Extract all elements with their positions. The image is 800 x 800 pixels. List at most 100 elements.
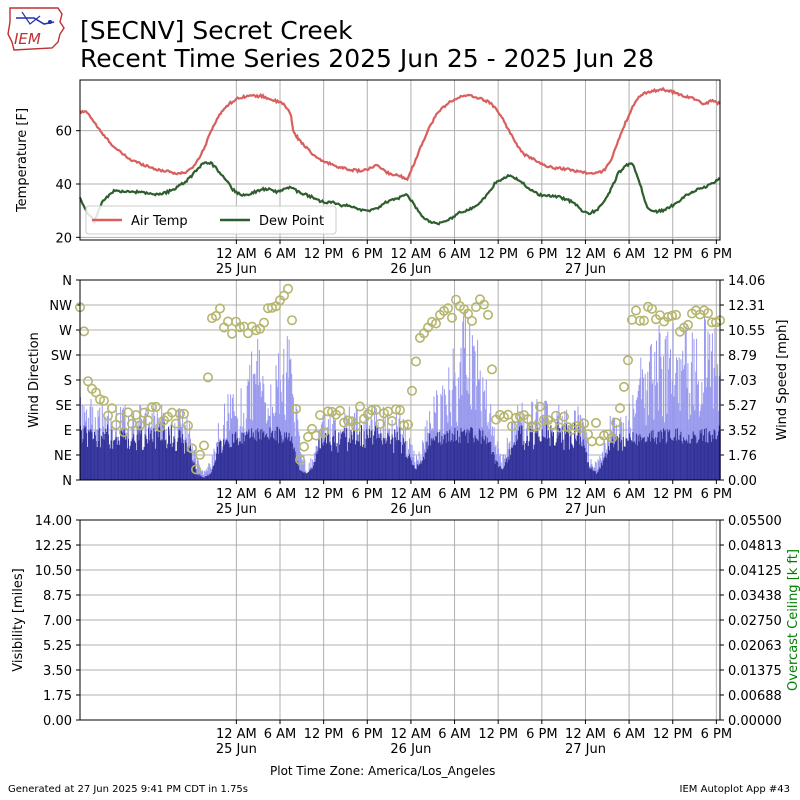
wind-gust-bar — [512, 447, 513, 480]
wind-gust-bar — [716, 439, 718, 480]
wind-speed-bar — [254, 374, 256, 480]
wind-speed-bar — [304, 460, 306, 480]
wind-gust-bar — [202, 477, 204, 480]
x-tick-date-label: 25 Jun — [216, 262, 257, 277]
wind-gust-bar — [462, 431, 464, 480]
wind-gust-bar — [444, 434, 446, 480]
wind-gust-bar — [536, 433, 538, 480]
wind-speed-bar — [471, 335, 473, 480]
wind-gust-bar — [224, 442, 226, 480]
wind-gust-bar — [294, 451, 296, 480]
iem-logo[interactable]: IEM — [4, 4, 68, 56]
wind-gust-bar — [407, 458, 409, 480]
wind-gust-bar — [306, 473, 307, 480]
wind-gust-bar — [211, 469, 213, 480]
wind-gust-bar — [363, 431, 365, 480]
wind-gust-bar — [637, 435, 639, 480]
wind-gust-bar — [176, 441, 178, 480]
wind-gust-bar — [228, 443, 230, 480]
wind-direction-point — [618, 381, 629, 392]
wind-gust-bar — [258, 432, 259, 480]
wind-speed-bar — [279, 379, 281, 480]
y2-tick-label: 0.01375 — [728, 664, 782, 679]
wind-speed-bar — [644, 373, 646, 480]
wind-gust-bar — [476, 438, 478, 480]
wind-gust-bar — [98, 441, 100, 480]
wind-speed-bar — [686, 387, 688, 480]
wind-gust-bar — [365, 438, 367, 480]
wind-gust-bar — [434, 441, 436, 480]
wind-gust-bar — [412, 465, 414, 480]
wind-gust-bar — [388, 436, 390, 480]
wind-gust-bar — [441, 436, 443, 480]
wind-gust-bar — [445, 442, 447, 480]
x-tick-date-label: 25 Jun — [216, 502, 257, 517]
wind-gust-bar — [664, 429, 666, 480]
wind-gust-bar — [273, 439, 275, 480]
wind-gust-bar — [668, 432, 670, 480]
wind-gust-bar — [560, 442, 562, 480]
wind-speed-bar — [210, 467, 211, 480]
wind-gust-bar — [144, 434, 146, 480]
wind-direction-point — [354, 401, 365, 412]
y2-tick-label: 0.00000 — [728, 714, 782, 729]
wind-gust-bar — [353, 429, 355, 480]
wind-gust-bar — [453, 434, 455, 480]
wind-gust-bar — [621, 439, 623, 480]
wind-gust-bar — [573, 447, 575, 480]
y-tick-label: 60 — [55, 125, 72, 140]
wind-gust-bar — [482, 430, 484, 480]
wind-gust-bar — [681, 441, 683, 480]
x-tick-label: 12 PM — [304, 247, 344, 262]
x-tick-date-label: 26 Jun — [390, 262, 431, 277]
wind-gust-bar — [662, 438, 664, 480]
wind-gust-bar — [330, 445, 332, 480]
wind-gust-bar — [334, 430, 336, 480]
wind-gust-bar — [334, 442, 335, 480]
wind-speed-bar — [594, 461, 596, 480]
y-tick-label: 20 — [55, 231, 72, 246]
y2-tick-label: 0.00 — [728, 474, 757, 489]
wind-gust-bar — [670, 437, 671, 480]
wind-gust-bar — [132, 437, 134, 480]
wind-gust-bar — [591, 467, 593, 480]
wind-gust-bar — [503, 467, 505, 480]
wind-speed-bar — [691, 332, 693, 480]
wind-direction-point — [666, 310, 677, 321]
wind-direction-point — [103, 410, 114, 421]
x-tick-label: 6 AM — [438, 727, 471, 742]
wind-gust-bar — [682, 443, 684, 480]
wind-gust-bar — [230, 446, 232, 480]
y-tick-label: 7.00 — [43, 614, 72, 629]
wind-gust-bar — [563, 449, 565, 480]
wind-gust-bar — [167, 443, 169, 480]
wind-gust-bar — [529, 425, 531, 480]
wind-gust-bar — [601, 465, 603, 480]
wind-gust-bar — [588, 468, 590, 480]
wind-gust-bar — [421, 463, 423, 480]
wind-gust-bar — [97, 430, 99, 480]
wind-speed-bar — [502, 454, 504, 480]
wind-gust-bar — [502, 469, 504, 480]
wind-gust-bar — [515, 435, 517, 480]
wind-gust-bar — [546, 423, 547, 480]
wind-speed-bar — [716, 376, 718, 480]
wind-speed-bar — [664, 339, 666, 480]
wind-direction-point — [223, 316, 234, 327]
wind-speed-bar — [211, 455, 213, 480]
wind-speed-bar — [292, 397, 294, 480]
wind-gust-bar — [160, 440, 162, 480]
wind-gust-bar — [93, 438, 95, 480]
y-tick-label: SW — [51, 349, 72, 364]
x-tick-label: 6 AM — [264, 487, 297, 502]
wind-gust-bar — [106, 432, 108, 480]
wind-gust-bar — [532, 449, 534, 480]
wind-gust-bar — [239, 441, 241, 480]
y2-tick-label: 0.05500 — [728, 514, 782, 529]
wind-gust-bar — [368, 438, 369, 480]
wind-speed-bar — [465, 375, 467, 480]
wind-gust-bar — [700, 433, 702, 480]
y2-axis-label: Overcast Ceiling [k ft] — [786, 549, 800, 691]
wind-gust-bar — [108, 444, 110, 480]
wind-speed-bar — [681, 371, 683, 480]
